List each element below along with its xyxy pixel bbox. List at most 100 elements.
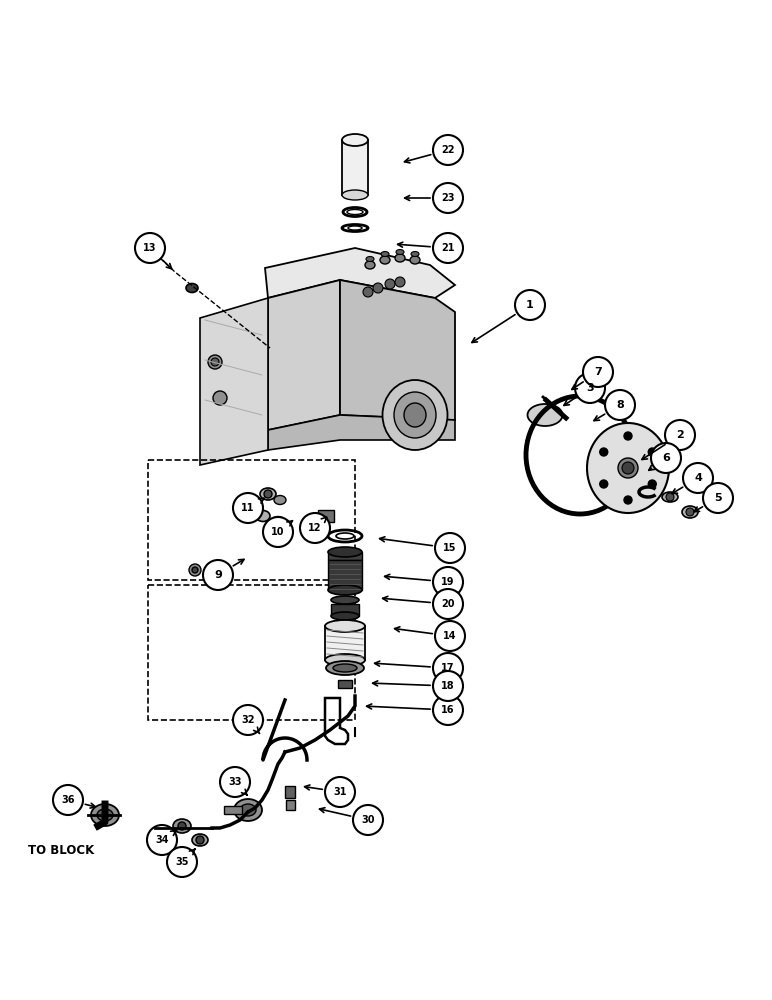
Ellipse shape [396, 249, 404, 254]
Circle shape [618, 458, 638, 478]
Circle shape [192, 567, 198, 573]
Ellipse shape [404, 403, 426, 427]
Text: 13: 13 [144, 243, 157, 253]
Circle shape [624, 496, 632, 504]
Circle shape [325, 777, 355, 807]
Ellipse shape [380, 256, 390, 264]
Ellipse shape [271, 516, 285, 528]
Ellipse shape [274, 495, 286, 504]
Ellipse shape [382, 380, 448, 450]
Ellipse shape [173, 819, 191, 833]
Circle shape [600, 480, 608, 488]
Ellipse shape [256, 510, 270, 522]
Text: 4: 4 [694, 473, 702, 483]
Text: 30: 30 [361, 815, 374, 825]
Circle shape [178, 822, 186, 830]
Polygon shape [200, 298, 268, 465]
Circle shape [220, 767, 250, 797]
Ellipse shape [97, 809, 113, 821]
Ellipse shape [366, 256, 374, 261]
Circle shape [135, 233, 165, 263]
Ellipse shape [381, 251, 389, 256]
Ellipse shape [325, 620, 365, 632]
Circle shape [703, 483, 733, 513]
Circle shape [264, 490, 272, 498]
Polygon shape [285, 786, 295, 798]
Text: 3: 3 [586, 383, 594, 393]
Polygon shape [268, 280, 340, 430]
Circle shape [211, 358, 219, 366]
Ellipse shape [333, 664, 357, 672]
Circle shape [373, 283, 383, 293]
Ellipse shape [395, 254, 405, 262]
Circle shape [395, 277, 405, 287]
Ellipse shape [240, 804, 256, 816]
Circle shape [233, 493, 263, 523]
Text: 19: 19 [442, 577, 455, 587]
Ellipse shape [192, 834, 208, 846]
Text: 16: 16 [442, 705, 455, 715]
Ellipse shape [587, 423, 669, 513]
Polygon shape [340, 280, 455, 420]
Circle shape [605, 390, 635, 420]
Text: 7: 7 [594, 367, 602, 377]
Ellipse shape [326, 661, 364, 675]
Text: 11: 11 [241, 503, 255, 513]
Text: 18: 18 [441, 681, 455, 691]
Text: 10: 10 [271, 527, 285, 537]
Ellipse shape [411, 251, 419, 256]
Circle shape [203, 560, 233, 590]
Circle shape [213, 391, 227, 405]
Text: 17: 17 [442, 663, 455, 673]
Circle shape [600, 448, 608, 456]
Circle shape [385, 279, 395, 289]
Polygon shape [325, 626, 365, 660]
Circle shape [263, 517, 293, 547]
Text: 14: 14 [443, 631, 457, 641]
Circle shape [683, 463, 713, 493]
Ellipse shape [325, 654, 365, 666]
Text: 9: 9 [214, 570, 222, 580]
Ellipse shape [234, 799, 262, 821]
Circle shape [433, 589, 463, 619]
Circle shape [686, 508, 694, 516]
Circle shape [622, 462, 634, 474]
Circle shape [665, 420, 695, 450]
Circle shape [189, 564, 201, 576]
Ellipse shape [410, 256, 420, 264]
Polygon shape [224, 806, 242, 814]
Text: 23: 23 [442, 193, 455, 203]
Circle shape [433, 695, 463, 725]
Circle shape [648, 448, 656, 456]
Ellipse shape [91, 804, 119, 826]
Circle shape [433, 183, 463, 213]
Circle shape [435, 533, 465, 563]
Circle shape [196, 836, 204, 844]
Polygon shape [328, 552, 362, 560]
Circle shape [363, 287, 373, 297]
Circle shape [233, 705, 263, 735]
Ellipse shape [342, 134, 368, 146]
Circle shape [575, 373, 605, 403]
Text: 33: 33 [229, 777, 242, 787]
Polygon shape [331, 604, 359, 616]
Ellipse shape [527, 404, 563, 426]
Ellipse shape [186, 284, 198, 292]
Polygon shape [318, 510, 334, 522]
Circle shape [624, 432, 632, 440]
Ellipse shape [331, 596, 359, 604]
Text: TO BLOCK: TO BLOCK [28, 844, 94, 856]
Circle shape [583, 357, 613, 387]
Text: 36: 36 [61, 795, 75, 805]
Text: 6: 6 [662, 453, 670, 463]
Text: 31: 31 [334, 787, 347, 797]
Circle shape [433, 653, 463, 683]
Text: 32: 32 [241, 715, 255, 725]
Text: 22: 22 [442, 145, 455, 155]
Polygon shape [338, 680, 352, 688]
Polygon shape [268, 415, 455, 450]
Text: 8: 8 [616, 400, 624, 410]
Ellipse shape [682, 506, 698, 518]
Text: 5: 5 [714, 493, 722, 503]
Ellipse shape [342, 190, 368, 200]
